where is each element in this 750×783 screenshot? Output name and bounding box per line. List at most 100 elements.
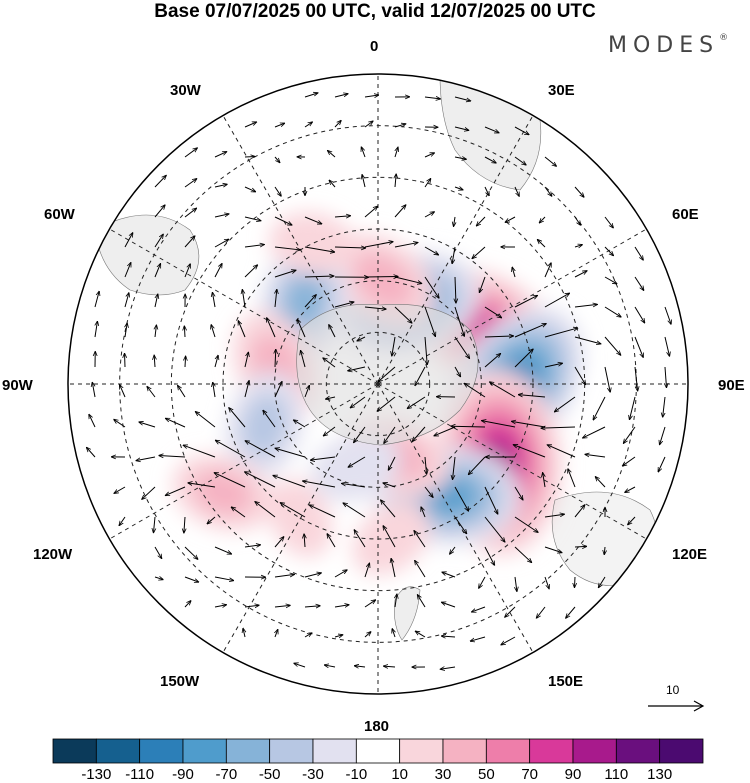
wind-arrow [424, 179, 431, 188]
colorbar-tick: 90 [564, 766, 582, 783]
wind-arrow [211, 325, 216, 338]
meridian-line [109, 383, 379, 540]
wind-arrow [242, 289, 246, 308]
wind-arrow [297, 319, 306, 338]
wind-arrow [274, 574, 294, 578]
wind-arrow [454, 187, 463, 190]
wind-arrow [574, 304, 597, 308]
wind-arrow [184, 516, 185, 533]
colorbar-tick: 110 [604, 766, 629, 783]
wind-arrow [604, 246, 613, 256]
wind-arrow [658, 456, 666, 472]
wind-arrow [539, 216, 546, 223]
wind-arrow [490, 382, 516, 398]
wind-arrow [304, 534, 305, 548]
wind-arrow [470, 636, 486, 641]
wind-arrow [484, 156, 496, 163]
wind-arrow [323, 426, 336, 436]
wind-arrow [328, 151, 336, 158]
wind-arrow [536, 606, 546, 618]
wind-arrow [454, 336, 470, 358]
wind-arrow [310, 456, 336, 460]
lon-label-30e: 30E [548, 82, 575, 99]
colorbar-segment [139, 738, 184, 764]
wind-arrow [515, 576, 517, 591]
meridian-line [109, 228, 379, 385]
wind-arrow [364, 121, 373, 128]
wind-arrow [195, 412, 216, 428]
wind-arrow [214, 473, 246, 488]
colorbar-tick: -90 [172, 766, 194, 783]
lon-label-0: 0 [370, 38, 379, 55]
wind-arrow [412, 426, 426, 441]
wind-arrow [604, 366, 610, 392]
wind-arrow [178, 385, 186, 398]
wind-arrow [154, 264, 160, 278]
wind-arrow [304, 295, 316, 308]
colorbar-segment [615, 738, 661, 764]
wind-arrow [153, 516, 155, 533]
wind-arrow [212, 292, 215, 308]
wind-arrow [136, 456, 156, 461]
wind-arrow [293, 420, 306, 428]
lon-label-120w: 120W [33, 546, 73, 563]
wind-arrow [417, 595, 426, 608]
wind-arrow [505, 216, 516, 222]
wind-arrow [155, 325, 156, 338]
wind-arrow [629, 396, 636, 420]
wind-arrow [304, 606, 320, 607]
wind-arrow [124, 293, 129, 308]
wind-arrow [440, 667, 456, 669]
colorbar-segment [572, 738, 617, 764]
wind-arrow [89, 414, 96, 428]
wind-arrow [484, 306, 502, 318]
wind-arrow [364, 600, 376, 608]
wind-arrow [544, 363, 562, 368]
wind-arrow [304, 122, 312, 128]
wind-arrow [229, 408, 246, 428]
wind-arrow [244, 245, 264, 248]
wind-arrow [442, 572, 456, 578]
wind-arrow [604, 336, 621, 355]
wind-arrow [184, 148, 197, 158]
wind-arrow [334, 216, 351, 217]
wind-arrow [574, 336, 601, 344]
modes-logo: MODES® [608, 33, 729, 58]
wind-arrow [244, 122, 257, 128]
wind-arrow [114, 486, 126, 493]
wind-arrow [623, 426, 636, 443]
lon-label-30w: 30W [170, 82, 201, 99]
anomaly-blob [352, 501, 431, 576]
latitude-circle [274, 280, 482, 488]
wind-arrow [634, 246, 643, 260]
wind-arrow [245, 472, 276, 488]
wind-vectors [87, 93, 672, 669]
colorbar-segment [95, 738, 141, 764]
wind-arrow [275, 289, 277, 308]
wind-arrow [124, 263, 131, 278]
wind-arrow [544, 186, 552, 196]
wind-arrow [512, 267, 515, 278]
wind-arrow [484, 186, 489, 196]
wind-arrow [484, 486, 498, 514]
wind-arrow [364, 206, 378, 218]
wind-arrow [454, 216, 455, 226]
wind-arrow [184, 601, 191, 608]
wind-arrow [574, 546, 587, 547]
wind-arrow [324, 665, 336, 667]
wind-arrow [593, 396, 606, 420]
wind-arrow [664, 336, 669, 356]
colorbar-segment [355, 738, 401, 764]
wind-arrow [395, 594, 397, 608]
wind-arrow [165, 418, 186, 428]
wind-arrow [514, 156, 526, 165]
lon-label-90w: 90W [2, 377, 33, 394]
wind-arrow [392, 629, 395, 638]
wind-arrow [245, 441, 276, 458]
wind-arrow [139, 422, 156, 428]
wind-arrow [395, 147, 398, 158]
wind-arrow [664, 306, 671, 324]
wind-arrow [450, 546, 456, 554]
wind-arrow [388, 456, 396, 470]
